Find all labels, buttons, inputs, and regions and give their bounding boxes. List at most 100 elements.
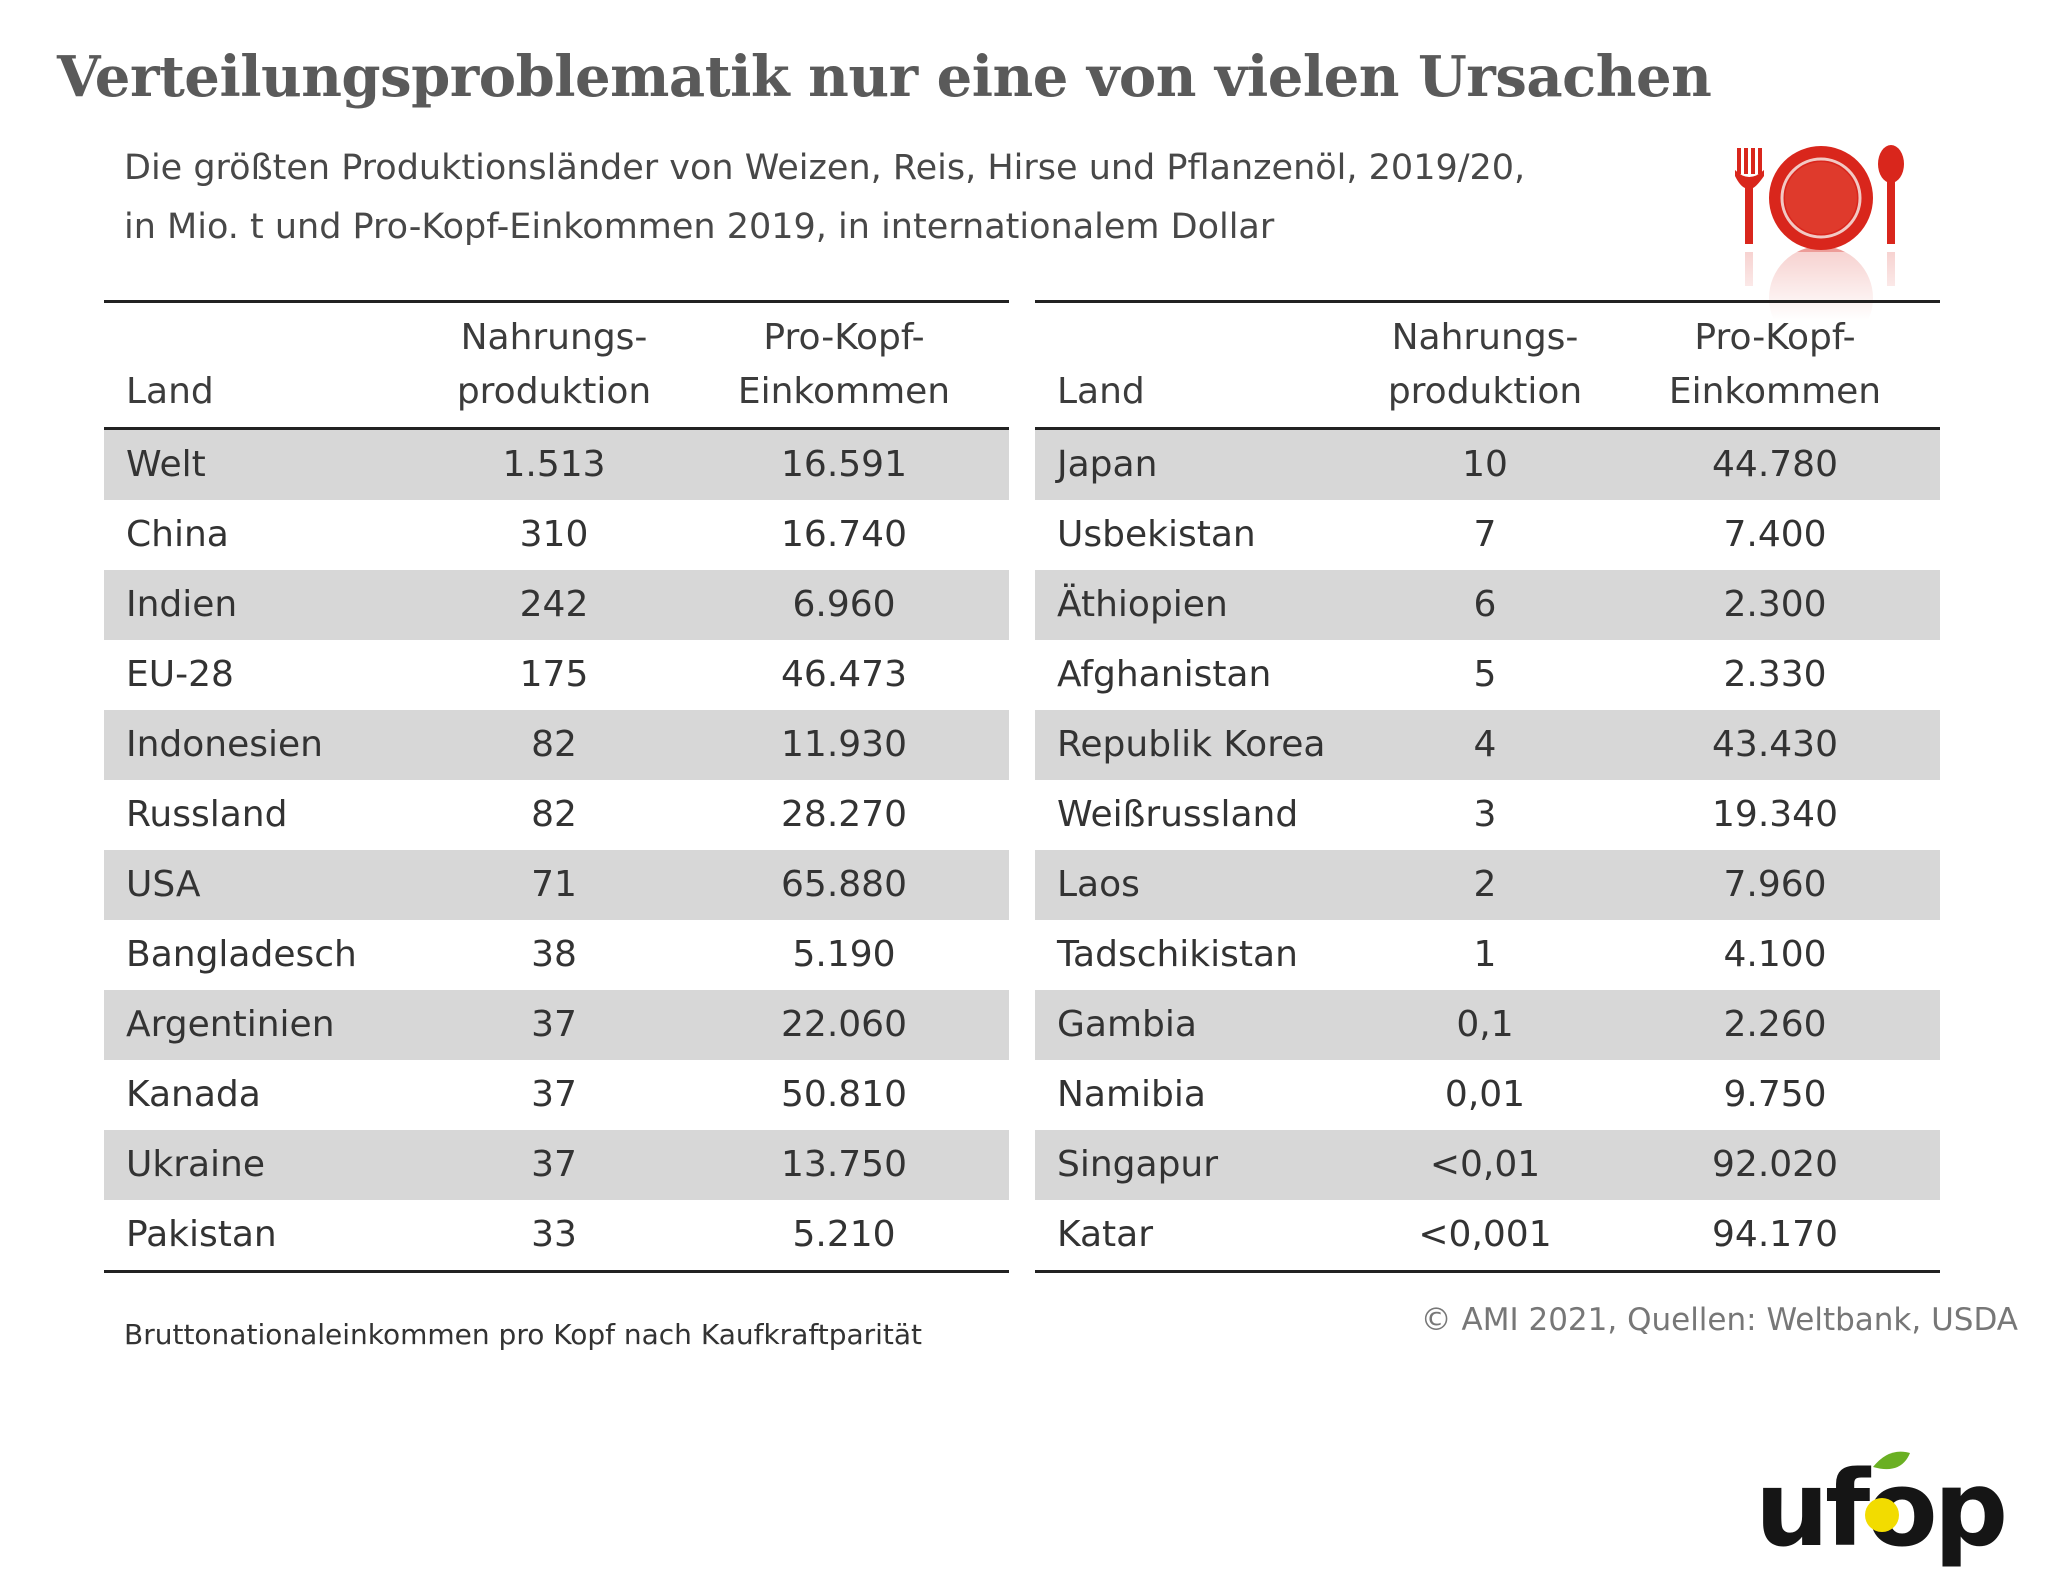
- cell-nahrungsproduktion: 82: [531, 724, 577, 765]
- cell-land: EU-28: [126, 654, 234, 695]
- cell-pro-kopf-einkommen: 94.170: [1712, 1214, 1838, 1255]
- cell-pro-kopf-einkommen: 13.750: [781, 1144, 907, 1185]
- ufop-logo: ufop: [1755, 1448, 2008, 1570]
- cell-pro-kopf-einkommen: 22.060: [781, 1004, 907, 1045]
- cell-land: Äthiopien: [1057, 584, 1228, 625]
- table-row: Singapur <0,01 92.020: [1035, 1130, 1940, 1200]
- table-row: USA 71 65.880: [104, 850, 1009, 920]
- table-left: Land Nahrungs-produktion Pro-Kopf- Einkom…: [104, 300, 1009, 1273]
- cell-nahrungsproduktion: 7: [1473, 514, 1497, 555]
- cell-land: Laos: [1057, 864, 1140, 905]
- cell-nahrungsproduktion: <0,001: [1418, 1214, 1552, 1255]
- cell-pro-kopf-einkommen: 2.300: [1723, 584, 1827, 625]
- table-row: Welt 1.513 16.591: [104, 430, 1009, 500]
- table-row: Gambia 0,1 2.260: [1035, 990, 1940, 1060]
- page-title: Verteilungsproblematik nur eine von viel…: [57, 44, 1712, 110]
- cell-nahrungsproduktion: 10: [1462, 444, 1508, 485]
- footnote: Bruttonationaleinkommen pro Kopf nach Ka…: [124, 1318, 923, 1351]
- cell-pro-kopf-einkommen: 50.810: [781, 1074, 907, 1115]
- cell-pro-kopf-einkommen: 2.260: [1723, 1004, 1827, 1045]
- cell-pro-kopf-einkommen: 6.960: [792, 584, 896, 625]
- cell-pro-kopf-einkommen: 11.930: [781, 724, 907, 765]
- cell-pro-kopf-einkommen: 16.591: [781, 444, 907, 485]
- cell-nahrungsproduktion: 2: [1473, 864, 1497, 905]
- table-row: Indien 242 6.960: [104, 570, 1009, 640]
- cell-nahrungsproduktion: 175: [519, 654, 589, 695]
- cell-pro-kopf-einkommen: 65.880: [781, 864, 907, 905]
- subtitle-line-1: Die größten Produktionsländer von Weizen…: [124, 148, 1526, 188]
- cell-pro-kopf-einkommen: 43.430: [1712, 724, 1838, 765]
- cell-land: Bangladesch: [126, 934, 357, 975]
- source-credit: © AMI 2021, Quellen: Weltbank, USDA: [1420, 1302, 2018, 1338]
- table-row: Japan 10 44.780: [1035, 430, 1940, 500]
- cell-land: Indonesien: [126, 724, 323, 765]
- cell-pro-kopf-einkommen: 92.020: [1712, 1144, 1838, 1185]
- cell-nahrungsproduktion: 6: [1473, 584, 1497, 625]
- cell-nahrungsproduktion: 0,01: [1444, 1074, 1526, 1115]
- table-row: Kanada 37 50.810: [104, 1060, 1009, 1130]
- table-row: Usbekistan 7 7.400: [1035, 500, 1940, 570]
- cell-land: Singapur: [1057, 1144, 1219, 1185]
- cell-pro-kopf-einkommen: 46.473: [781, 654, 907, 695]
- cell-land: Kanada: [126, 1074, 261, 1115]
- table-row: Afghanistan 5 2.330: [1035, 640, 1940, 710]
- cell-pro-kopf-einkommen: 28.270: [781, 794, 907, 835]
- table-header: Land Nahrungs-produktion Pro-Kopf- Einkom…: [1035, 303, 1940, 430]
- cell-pro-kopf-einkommen: 5.210: [792, 1214, 896, 1255]
- cell-land: Namibia: [1057, 1074, 1206, 1115]
- cell-pro-kopf-einkommen: 16.740: [781, 514, 907, 555]
- header-land: Land: [126, 371, 214, 412]
- table-body: Japan 10 44.780 Usbekistan 7 7.400 Äthiopien 6 2…: [1035, 430, 1940, 1270]
- table-row: Äthiopien 6 2.300: [1035, 570, 1940, 640]
- cell-nahrungsproduktion: 242: [519, 584, 589, 625]
- cell-pro-kopf-einkommen: 9.750: [1723, 1074, 1827, 1115]
- cell-land: Pakistan: [126, 1214, 277, 1255]
- table-row: Katar <0,001 94.170: [1035, 1200, 1940, 1270]
- cell-nahrungsproduktion: 33: [531, 1214, 577, 1255]
- cell-nahrungsproduktion: 1: [1473, 934, 1497, 975]
- cell-nahrungsproduktion: 310: [519, 514, 589, 555]
- cell-land: Indien: [126, 584, 238, 625]
- header-pro-kopf-einkommen: Pro-Kopf- Einkommen: [737, 317, 951, 412]
- cell-land: Katar: [1057, 1214, 1154, 1255]
- cell-pro-kopf-einkommen: 7.960: [1723, 864, 1827, 905]
- table-row: Namibia 0,01 9.750: [1035, 1060, 1940, 1130]
- cell-nahrungsproduktion: 82: [531, 794, 577, 835]
- table-row: Indonesien 82 11.930: [104, 710, 1009, 780]
- cell-land: Gambia: [1057, 1004, 1197, 1045]
- cell-land: Welt: [126, 444, 206, 485]
- table-row: Weißrussland 3 19.340: [1035, 780, 1940, 850]
- cell-nahrungsproduktion: 5: [1473, 654, 1497, 695]
- cell-land: Weißrussland: [1057, 794, 1299, 835]
- cell-pro-kopf-einkommen: 2.330: [1723, 654, 1827, 695]
- cell-nahrungsproduktion: 38: [531, 934, 577, 975]
- table-row: Republik Korea 4 43.430: [1035, 710, 1940, 780]
- cell-land: Japan: [1057, 444, 1158, 485]
- table-row: EU-28 175 46.473: [104, 640, 1009, 710]
- table-body: Welt 1.513 16.591 China 310 16.740 Indien 242 6.…: [104, 430, 1009, 1270]
- table-row: Russland 82 28.270: [104, 780, 1009, 850]
- cell-land: Ukraine: [126, 1144, 266, 1185]
- table-row: Argentinien 37 22.060: [104, 990, 1009, 1060]
- cell-nahrungsproduktion: 37: [531, 1004, 577, 1045]
- table-row: Laos 2 7.960: [1035, 850, 1940, 920]
- table-row: Ukraine 37 13.750: [104, 1130, 1009, 1200]
- cell-land: Usbekistan: [1057, 514, 1256, 555]
- cell-nahrungsproduktion: 71: [531, 864, 577, 905]
- header-nahrungsproduktion: Nahrungs-produktion: [456, 317, 652, 412]
- cell-pro-kopf-einkommen: 7.400: [1723, 514, 1827, 555]
- cell-land: Tadschikistan: [1057, 934, 1298, 975]
- cell-land: Argentinien: [126, 1004, 335, 1045]
- table-row: Tadschikistan 1 4.100: [1035, 920, 1940, 990]
- cell-nahrungsproduktion: <0,01: [1429, 1144, 1541, 1185]
- table-row: Bangladesch 38 5.190: [104, 920, 1009, 990]
- cell-pro-kopf-einkommen: 44.780: [1712, 444, 1838, 485]
- header-pro-kopf-einkommen: Pro-Kopf- Einkommen: [1668, 317, 1882, 412]
- cell-land: Russland: [126, 794, 288, 835]
- cell-land: USA: [126, 864, 201, 905]
- cell-pro-kopf-einkommen: 19.340: [1712, 794, 1838, 835]
- cell-pro-kopf-einkommen: 4.100: [1723, 934, 1827, 975]
- cell-land: Republik Korea: [1057, 724, 1326, 765]
- cell-land: China: [126, 514, 229, 555]
- table-right: Land Nahrungs-produktion Pro-Kopf- Einkom…: [1035, 300, 1940, 1273]
